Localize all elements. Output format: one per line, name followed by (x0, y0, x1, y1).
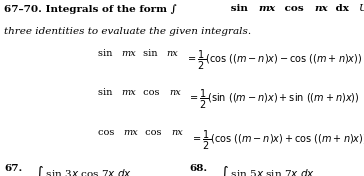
Text: mx: mx (121, 49, 136, 58)
Text: sin: sin (98, 88, 116, 97)
Text: 68.: 68. (189, 164, 207, 173)
Text: cos: cos (140, 88, 162, 97)
Text: 67–70. Integrals of the form ∫: 67–70. Integrals of the form ∫ (4, 4, 177, 14)
Text: $\int$ sin 5$x$ sin 7$x$ $dx$: $\int$ sin 5$x$ sin 7$x$ $dx$ (220, 164, 315, 176)
Text: cos: cos (98, 128, 118, 137)
Text: three identities to evaluate the given integrals.: three identities to evaluate the given i… (4, 27, 252, 36)
Text: sin: sin (98, 49, 116, 58)
Text: mx: mx (123, 128, 138, 137)
Text: Use the following: Use the following (359, 4, 364, 13)
Text: cos: cos (281, 4, 307, 13)
Text: $\int$ sin 3$x$ cos 7$x$ $dx$: $\int$ sin 3$x$ cos 7$x$ $dx$ (35, 164, 132, 176)
Text: sin: sin (140, 49, 161, 58)
Text: $= \dfrac{1}{2}(\cos\,((m-n)x) - \cos\,((m+n)x))$: $= \dfrac{1}{2}(\cos\,((m-n)x) - \cos\,(… (186, 49, 362, 72)
Text: nx: nx (172, 128, 183, 137)
Text: nx: nx (166, 49, 178, 58)
Text: nx: nx (315, 4, 328, 13)
Text: mx: mx (121, 88, 136, 97)
Text: nx: nx (169, 88, 181, 97)
Text: 67.: 67. (4, 164, 23, 173)
Text: dx: dx (332, 4, 353, 13)
Text: mx: mx (259, 4, 276, 13)
Text: sin: sin (227, 4, 252, 13)
Text: $= \dfrac{1}{2}(\cos\,((m-n)x) + \cos\,((m+n)x))$: $= \dfrac{1}{2}(\cos\,((m-n)x) + \cos\,(… (191, 128, 364, 152)
Text: cos: cos (142, 128, 165, 137)
Text: $= \dfrac{1}{2}(\sin\,((m-n)x) + \sin\,((m+n)x))$: $= \dfrac{1}{2}(\sin\,((m-n)x) + \sin\,(… (188, 88, 360, 111)
